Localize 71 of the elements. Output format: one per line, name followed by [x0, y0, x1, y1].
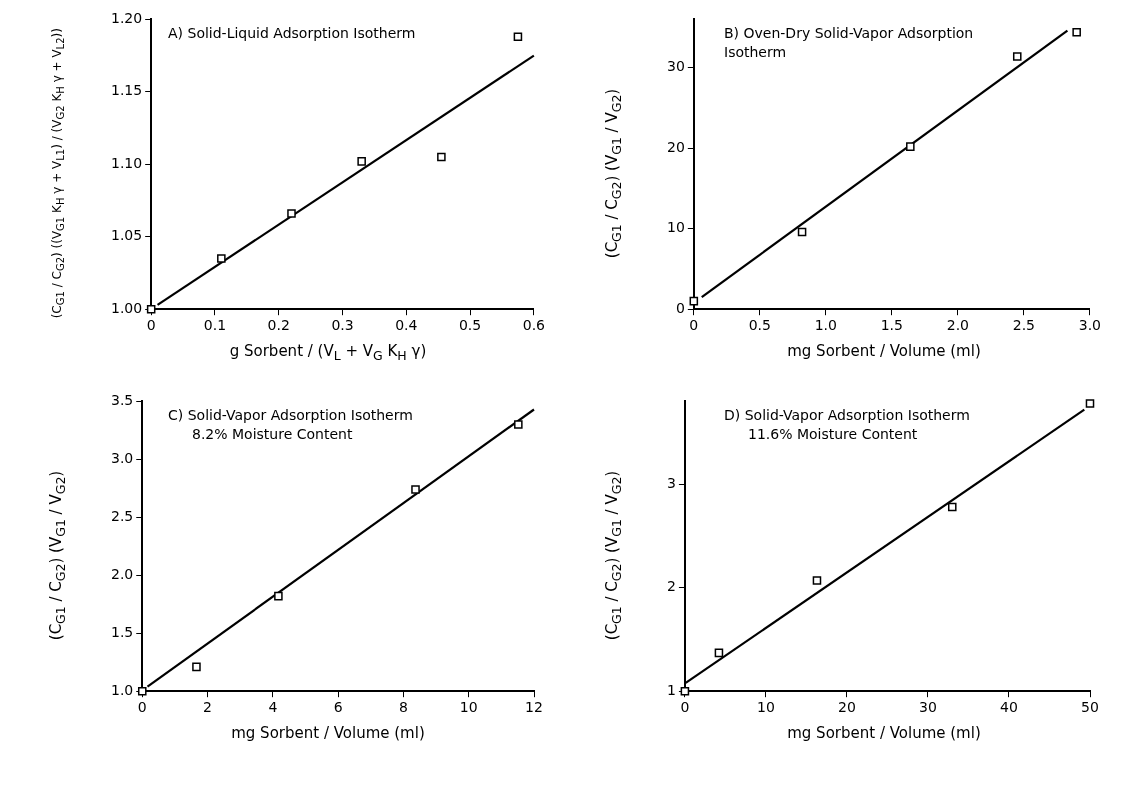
point: [689, 296, 699, 306]
x-tick-label: 1.5: [880, 317, 903, 334]
point: [714, 648, 724, 658]
y-tick-label: 1.00: [111, 299, 143, 316]
x-tick-label: 30: [919, 699, 937, 716]
y-tick-label: 20: [666, 138, 685, 155]
point: [217, 254, 226, 263]
point: [797, 227, 807, 237]
chart-title: D) Solid-Vapor Adsorption Isotherm: [724, 406, 971, 425]
x-tick-label: 20: [838, 699, 856, 716]
x-tick-label: 0.6: [522, 317, 546, 334]
x-tick-label: 0: [689, 317, 699, 334]
point: [411, 485, 420, 494]
text: 8.2% Moisture Content: [191, 425, 354, 444]
y-tick-label: 1.05: [111, 227, 143, 244]
x-tick-label: 0.4: [395, 317, 418, 334]
point: [437, 152, 446, 162]
x-tick-label: 10: [459, 699, 478, 716]
x-tick-label: 6: [333, 699, 343, 716]
y-tick-label: 1.5: [111, 623, 134, 640]
y-tick-label: 1.10: [111, 154, 143, 171]
y-tick-label: 2: [666, 578, 676, 595]
y-tick-label: 2.5: [111, 507, 134, 524]
point: [287, 209, 296, 218]
text: B) Oven-Dry Solid-Vapor Adsorption Isotherm: [724, 24, 975, 62]
x-tick-label: 0: [146, 317, 156, 334]
chart-title: A) Solid-Liquid Adsorption Isotherm: [168, 24, 417, 43]
x-tick-label: 0.5: [748, 317, 771, 334]
x-tick-label: 40: [1000, 699, 1018, 716]
y-tick-label: 10: [666, 219, 685, 236]
y-tick-label: 1.0: [111, 681, 134, 698]
point: [192, 662, 201, 672]
point: [1085, 399, 1095, 408]
point: [357, 157, 366, 166]
point: [947, 502, 957, 512]
y-tick-label: 1: [666, 681, 676, 698]
point: [513, 32, 523, 42]
y-tick-label: 30: [666, 58, 685, 75]
y-tick-label: 3: [666, 474, 676, 491]
y-tick-label: 1.20: [111, 10, 143, 27]
chart-title: C) Solid-Vapor Adsorption Isotherm: [168, 406, 414, 425]
x-tick-label: 0.1: [203, 317, 227, 334]
point: [514, 420, 523, 429]
x-tick-label: 0.5: [458, 317, 482, 334]
x-tick-label: 4: [268, 699, 278, 716]
x-tick-label: 2.5: [1012, 317, 1035, 334]
point: [812, 576, 822, 585]
point: [1072, 27, 1081, 37]
x-axis-title: g Sorbent / (V$_{L}$ + V$_{G}$ K$_{H}$ γ): [228, 342, 428, 363]
y-tick-label: 3.5: [111, 392, 134, 409]
x-tick-label: 3.0: [1078, 317, 1101, 334]
y-tick-label: 0: [675, 299, 685, 316]
x-tick-label: 50: [1081, 699, 1099, 716]
x-tick-label: 2: [203, 699, 213, 716]
x-axis-title: mg Sorbent / Volume (ml): [786, 724, 982, 742]
point: [274, 591, 283, 601]
point: [1012, 52, 1022, 61]
y-tick-label: 3.0: [111, 450, 134, 466]
y-tick-label: 2.0: [111, 565, 134, 582]
point: [906, 142, 915, 151]
text: 11.6% Moisture Content: [747, 425, 919, 444]
x-tick-label: 12: [525, 699, 543, 716]
x-axis-title: mg Sorbent / Volume (ml): [786, 342, 982, 360]
x-tick-label: 1.0: [814, 317, 837, 334]
x-tick-label: 10: [757, 699, 775, 716]
x-tick-label: 8: [398, 699, 408, 716]
x-axis-title: mg Sorbent / Volume (ml): [230, 724, 426, 742]
x-tick-label: 2.0: [946, 317, 969, 334]
y-tick-label: 1.15: [111, 82, 143, 99]
x-tick-label: 0.2: [267, 317, 290, 334]
x-tick-label: 0.3: [331, 317, 354, 334]
